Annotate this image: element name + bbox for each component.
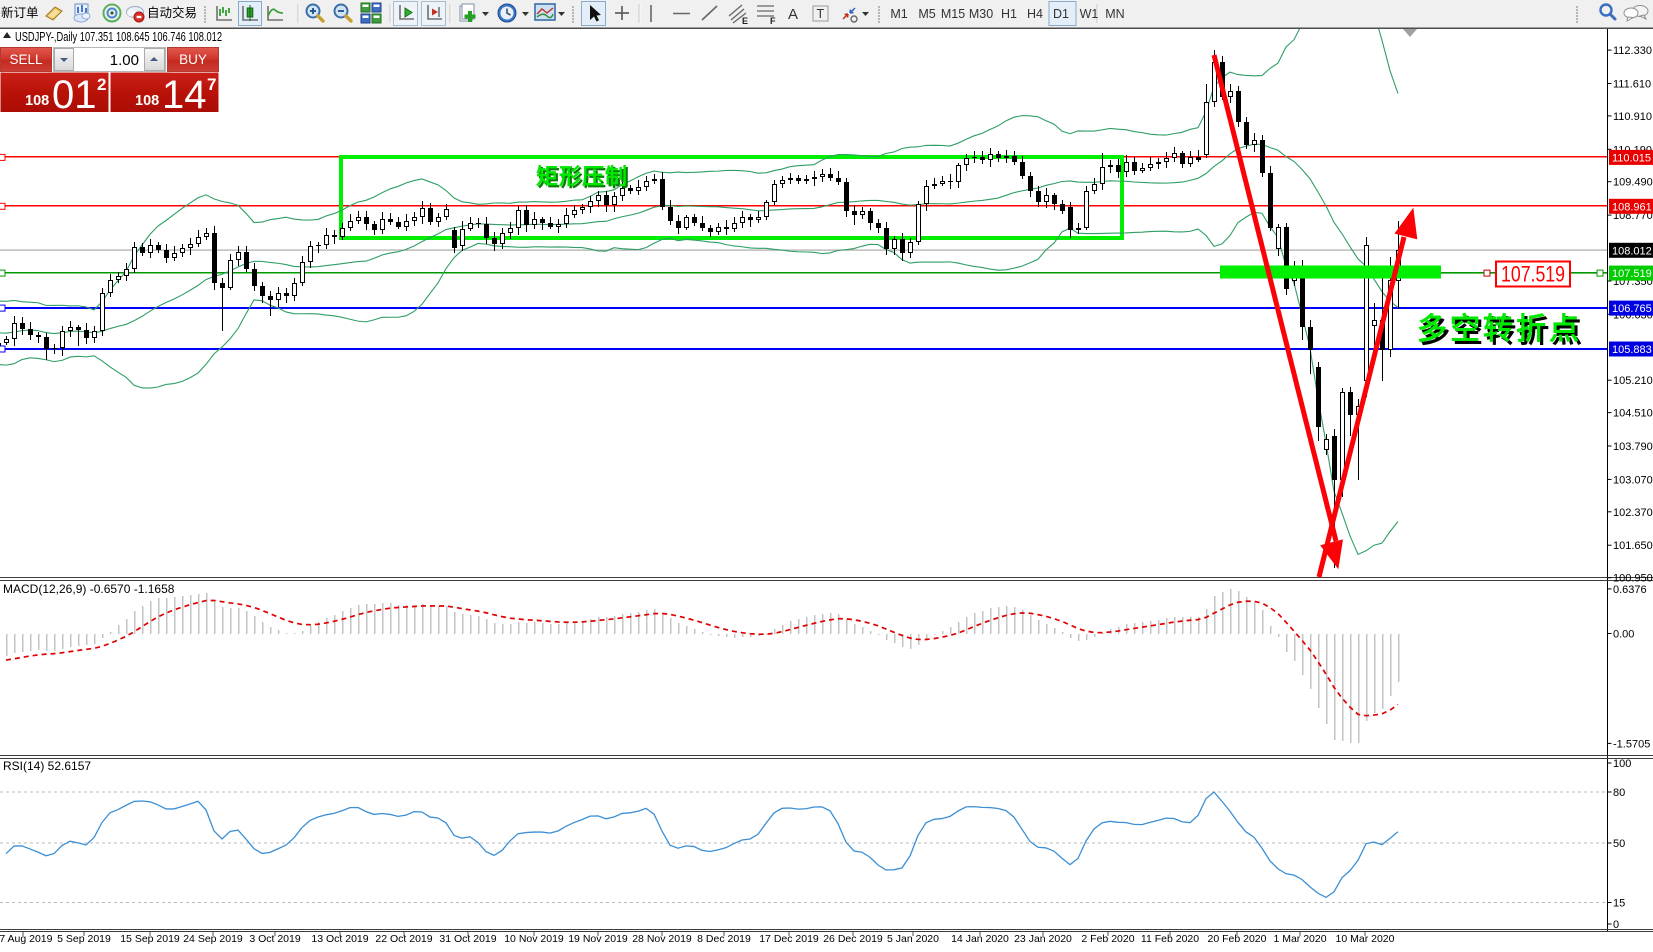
svg-text:-1.5705: -1.5705: [1613, 738, 1650, 750]
svg-text:H4: H4: [1027, 7, 1043, 21]
svg-text:101.650: 101.650: [1613, 540, 1653, 552]
svg-text:105.883: 105.883: [1612, 344, 1652, 356]
svg-text:新订单: 新订单: [1, 5, 39, 20]
svg-text:108: 108: [135, 93, 159, 109]
svg-text:15 Sep 2019: 15 Sep 2019: [120, 933, 180, 945]
svg-text:108.012: 108.012: [1612, 245, 1652, 257]
svg-text:50: 50: [1613, 838, 1625, 850]
svg-text:M15: M15: [941, 7, 965, 21]
svg-text:F: F: [770, 16, 776, 26]
svg-text:RSI(14) 52.6157: RSI(14) 52.6157: [3, 759, 91, 773]
svg-text:0: 0: [1613, 919, 1619, 931]
svg-text:104.510: 104.510: [1613, 408, 1653, 420]
svg-text:102.370: 102.370: [1613, 507, 1653, 519]
svg-text:15: 15: [1613, 898, 1625, 910]
svg-text:7: 7: [207, 75, 216, 94]
svg-text:多空转折点: 多空转折点: [1417, 313, 1582, 346]
svg-text:105.210: 105.210: [1613, 375, 1653, 387]
svg-text:D1: D1: [1053, 7, 1069, 21]
svg-text:14 Jan 2020: 14 Jan 2020: [951, 933, 1009, 945]
svg-text:110.910: 110.910: [1613, 111, 1652, 123]
svg-text:T: T: [817, 7, 825, 21]
svg-text:10 Mar 2020: 10 Mar 2020: [1336, 933, 1395, 945]
svg-text:100.950: 100.950: [1613, 573, 1653, 585]
svg-text:112.330: 112.330: [1613, 45, 1652, 57]
svg-text:110.015: 110.015: [1612, 152, 1651, 164]
svg-text:2 Feb 2020: 2 Feb 2020: [1081, 933, 1134, 945]
svg-text:20 Feb 2020: 20 Feb 2020: [1208, 933, 1267, 945]
svg-text:109.490: 109.490: [1613, 177, 1653, 189]
svg-text:M5: M5: [918, 7, 935, 21]
svg-text:14: 14: [162, 73, 207, 117]
svg-text:108.961: 108.961: [1612, 201, 1652, 213]
svg-text:22 Oct 2019: 22 Oct 2019: [375, 933, 432, 945]
svg-text:26 Dec 2019: 26 Dec 2019: [823, 933, 883, 945]
svg-text:01: 01: [52, 73, 97, 117]
svg-text:MN: MN: [1105, 7, 1124, 21]
svg-text:107.519: 107.519: [1612, 268, 1652, 280]
svg-text:80: 80: [1613, 787, 1625, 799]
svg-text:A: A: [788, 6, 798, 23]
svg-text:M1: M1: [890, 7, 907, 21]
svg-text:24 Sep 2019: 24 Sep 2019: [183, 933, 243, 945]
svg-text:矩形压制: 矩形压制: [536, 164, 628, 189]
svg-text:MACD(12,26,9) -0.6570 -1.1658: MACD(12,26,9) -0.6570 -1.1658: [3, 582, 175, 596]
svg-text:SELL: SELL: [9, 52, 43, 67]
svg-text:23 Jan 2020: 23 Jan 2020: [1014, 933, 1072, 945]
svg-text:1.00: 1.00: [110, 52, 139, 69]
svg-text:E: E: [742, 16, 748, 26]
svg-text:5 Sep 2019: 5 Sep 2019: [57, 933, 111, 945]
svg-text:0.00: 0.00: [1613, 629, 1634, 641]
svg-text:W1: W1: [1080, 7, 1099, 21]
svg-text:自动交易: 自动交易: [147, 5, 197, 20]
svg-text:M30: M30: [969, 7, 993, 21]
svg-text:111.610: 111.610: [1613, 79, 1651, 91]
svg-text:0.6376: 0.6376: [1613, 584, 1647, 596]
svg-text:27 Aug 2019: 27 Aug 2019: [0, 933, 53, 945]
svg-text:28 Nov 2019: 28 Nov 2019: [632, 933, 692, 945]
svg-text:5 Jan 2020: 5 Jan 2020: [887, 933, 939, 945]
svg-text:13 Oct 2019: 13 Oct 2019: [311, 933, 368, 945]
svg-text:103.070: 103.070: [1613, 474, 1653, 486]
svg-text:2: 2: [97, 75, 106, 94]
svg-text:31 Oct 2019: 31 Oct 2019: [439, 933, 496, 945]
svg-text:106.765: 106.765: [1612, 303, 1652, 315]
svg-text:107.519: 107.519: [1501, 262, 1565, 287]
svg-text:10 Nov 2019: 10 Nov 2019: [504, 933, 564, 945]
svg-text:100: 100: [1613, 758, 1631, 770]
svg-text:19 Nov 2019: 19 Nov 2019: [568, 933, 628, 945]
svg-text:3 Oct 2019: 3 Oct 2019: [249, 933, 301, 945]
svg-text:17 Dec 2019: 17 Dec 2019: [759, 933, 819, 945]
svg-text:USDJPY-,Daily 107.351 108.645: USDJPY-,Daily 107.351 108.645 106.746 10…: [15, 30, 222, 44]
svg-text:108: 108: [25, 93, 49, 109]
svg-text:H1: H1: [1001, 7, 1017, 21]
svg-text:1 Mar 2020: 1 Mar 2020: [1273, 933, 1326, 945]
svg-text:BUY: BUY: [179, 52, 207, 67]
svg-text:11 Feb 2020: 11 Feb 2020: [1141, 933, 1199, 945]
svg-text:8 Dec 2019: 8 Dec 2019: [697, 933, 751, 945]
svg-text:103.790: 103.790: [1613, 441, 1653, 453]
